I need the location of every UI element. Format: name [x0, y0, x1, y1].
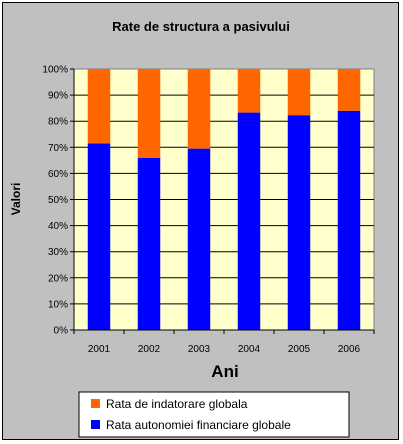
bar-indatorare-2002 — [137, 69, 161, 158]
y-tick-label: 70% — [48, 143, 68, 154]
y-tick-label: 60% — [48, 169, 68, 180]
legend-swatch-autonomie — [91, 420, 100, 429]
y-tick-label: 40% — [48, 221, 68, 232]
bar-indatorare-2004 — [237, 69, 261, 113]
chart-title: Rate de structura a pasivului — [112, 19, 290, 34]
y-tick-label: 80% — [48, 117, 68, 128]
x-tick-label: 2002 — [138, 344, 161, 355]
y-tick-label: 10% — [48, 299, 68, 310]
bar-indatorare-2006 — [337, 69, 361, 111]
y-tick-label: 20% — [48, 273, 68, 284]
x-axis-label: Ani — [211, 362, 238, 381]
legend-swatch-indatorare — [91, 399, 100, 408]
bar-indatorare-2001 — [87, 69, 111, 144]
gridlines — [74, 94, 374, 305]
bar-indatorare-2003 — [187, 69, 211, 149]
y-axis-label: Valori — [9, 183, 23, 216]
x-tick-label: 2004 — [238, 344, 261, 355]
bar-autonomie-2001 — [87, 143, 111, 330]
y-tick-label: 50% — [48, 195, 68, 206]
bar-autonomie-2004 — [237, 112, 261, 330]
legend-label-indatorare: Rata de indatorare globala — [106, 397, 248, 411]
bar-autonomie-2006 — [337, 110, 361, 330]
bar-autonomie-2002 — [137, 157, 161, 330]
bars — [87, 69, 361, 331]
chart-area: Rate de structura a pasivului 0% 10% 20% 30… — [2, 2, 399, 440]
x-tick-label: 2005 — [288, 344, 311, 355]
y-tick-label: 100% — [42, 65, 68, 76]
x-tick-label: 2006 — [338, 344, 361, 355]
x-tick-label: 2003 — [188, 344, 211, 355]
legend-box — [78, 391, 350, 438]
bar-indatorare-2005 — [287, 69, 311, 116]
y-tick-label: 90% — [48, 91, 68, 102]
legend-label-autonomie: Rata autonomiei financiare globale — [106, 418, 291, 432]
y-axis-ticks: 0% 10% 20% 30% 40% 50% 60% 70% 80% 90% 100% — [42, 65, 74, 337]
x-tick-label: 2001 — [88, 344, 111, 355]
bar-autonomie-2003 — [187, 148, 211, 330]
bar-autonomie-2005 — [287, 115, 311, 331]
y-tick-label: 30% — [48, 247, 68, 258]
x-axis-ticks: 2001 2002 2003 2004 2005 2006 — [73, 330, 375, 355]
legend: Rata de indatorare globala Rata autonomi… — [78, 391, 350, 438]
y-tick-label: 0% — [54, 326, 69, 337]
stacked-bar-chart: Rate de structura a pasivului 0% 10% 20% 30… — [9, 19, 375, 438]
